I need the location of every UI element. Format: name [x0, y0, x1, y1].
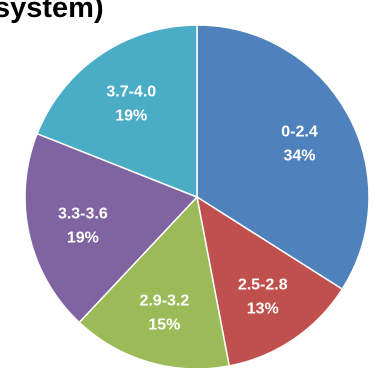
slice-category-label: 0-2.4 [281, 124, 318, 141]
slice-percent-label: 34% [283, 148, 315, 165]
chart-title: system) [0, 0, 104, 24]
slice-category-label: 3.3-3.6 [58, 206, 108, 223]
pie-labels: 0-2.4 34% 2.5-2.8 13% 2.9-3.2 15% 3.3-3.6 19% 3.… [58, 83, 318, 333]
slice-percent-label: 19% [67, 230, 99, 247]
slice-percent-label: 13% [247, 301, 279, 318]
pie-slice-3-3-3-6 [24, 132, 199, 324]
pie-slice-2-5-2-8 [195, 195, 344, 367]
pie-slice-3-7-4-0 [36, 24, 198, 199]
slice-category-label: 2.9-3.2 [139, 292, 189, 309]
slice-category-label: 2.5-2.8 [238, 277, 288, 294]
pie-slices [24, 24, 370, 368]
pie-slice-0-2-4 [196, 24, 370, 291]
slice-category-label: 3.7-4.0 [106, 83, 156, 100]
slice-percent-label: 15% [148, 316, 180, 333]
slice-percent-label: 19% [115, 107, 147, 124]
